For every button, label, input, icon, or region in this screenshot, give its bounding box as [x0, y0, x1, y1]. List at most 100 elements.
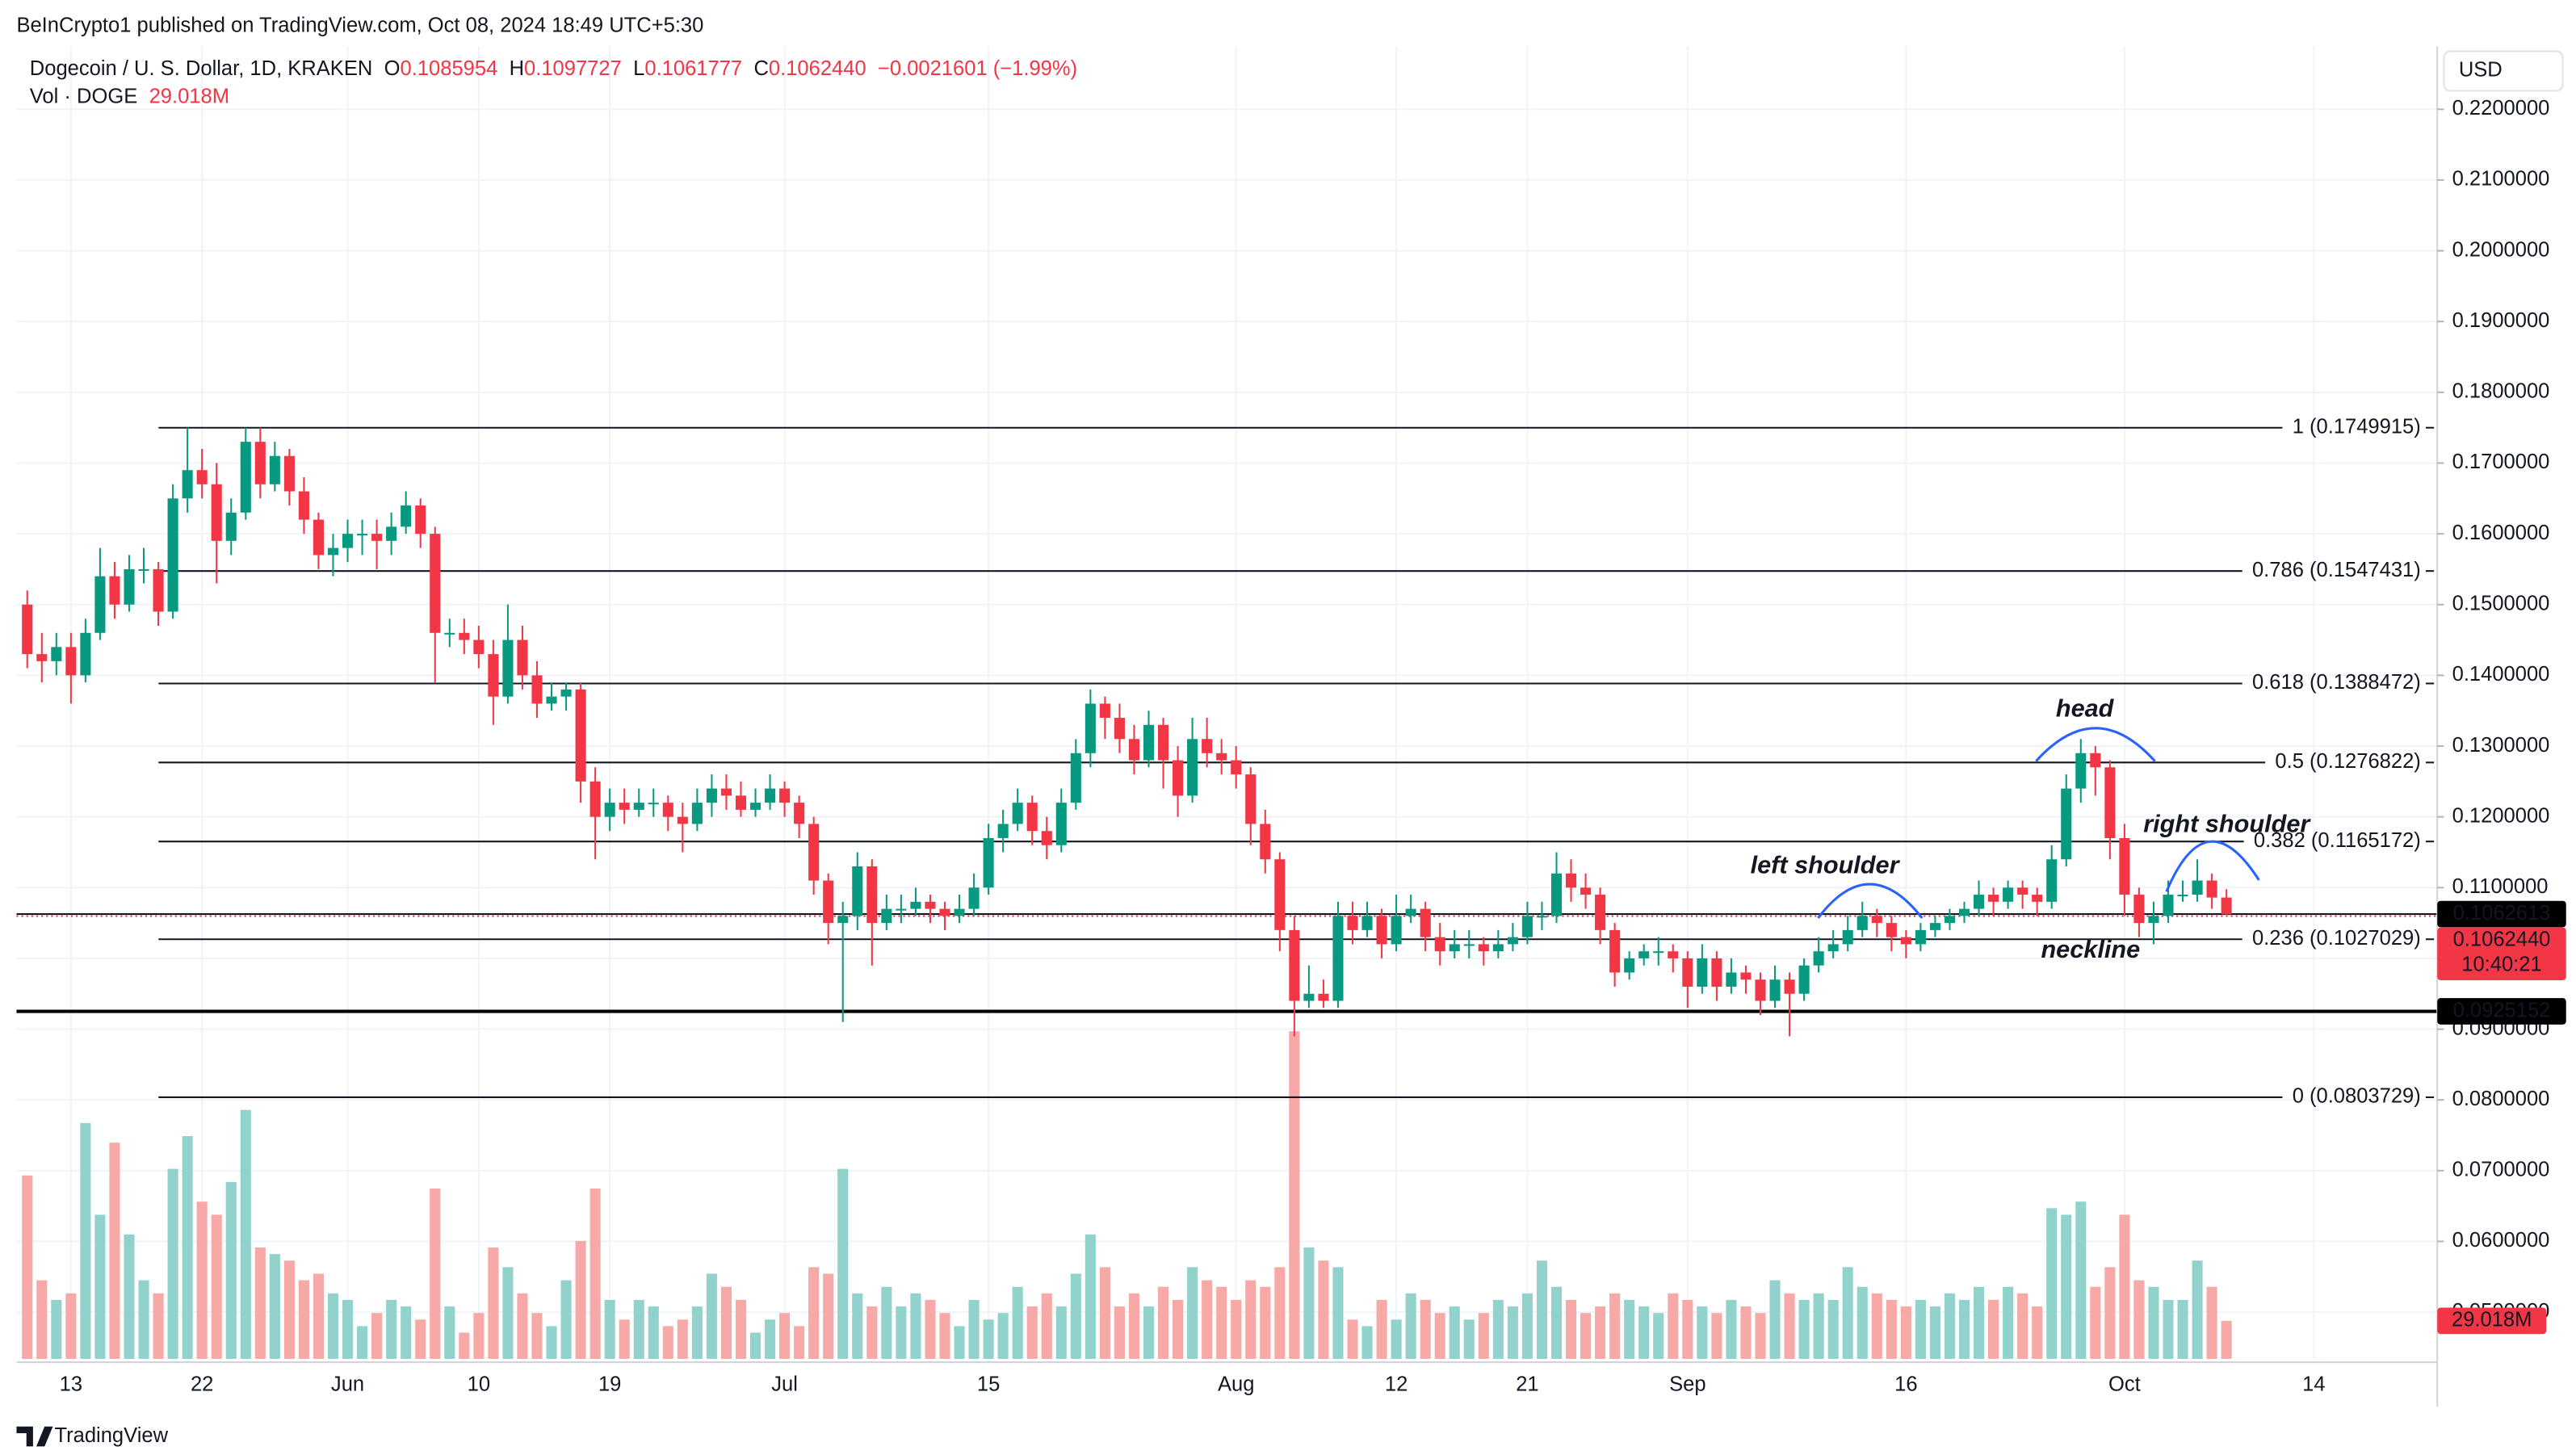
candle-body: [2017, 887, 2028, 895]
candle-body: [22, 604, 33, 655]
candle-body: [1055, 803, 1067, 845]
countdown: 10:40:21: [2461, 953, 2541, 975]
volume-bar: [1827, 1299, 1839, 1359]
head-arc: [2035, 727, 2156, 762]
candle-body: [1697, 958, 1708, 987]
candle-body: [1274, 859, 1286, 930]
candle-body: [1668, 951, 1679, 958]
price-tag-label: 0.1062613: [2453, 902, 2551, 925]
x-tick-label: Oct: [2108, 1373, 2141, 1395]
fib-label: 0.236 (0.1027029): [2252, 927, 2421, 950]
x-tick-label: 16: [1894, 1373, 1917, 1395]
volume-bar: [517, 1293, 528, 1359]
volume-bar: [357, 1326, 368, 1359]
volume-bar: [124, 1234, 135, 1359]
volume-bar: [1492, 1299, 1504, 1359]
volume-bar: [1157, 1286, 1169, 1359]
candle-body: [1449, 944, 1460, 952]
candle-body: [415, 505, 426, 535]
lines-layer: 1 (0.1749915) 0.786 (0.1547431) 0.618 (0.1…: [16, 415, 2438, 1108]
volume-value: 29.018M: [149, 85, 229, 107]
x-tick-label: 22: [191, 1373, 213, 1395]
symbol: Dogecoin / U. S. Dollar, 1D, KRAKEN: [30, 57, 373, 80]
volume-bar: [1653, 1313, 1664, 1359]
volume-bar: [1070, 1273, 1081, 1359]
candles-layer: [22, 427, 2232, 1037]
volume-bar: [823, 1273, 834, 1359]
candle-body: [2061, 788, 2072, 860]
candle-body: [589, 781, 601, 817]
volume-bar: [1085, 1234, 1096, 1359]
volume-bar: [983, 1319, 994, 1359]
y-tick-label: 0.2200000: [2452, 97, 2550, 120]
x-tick-label: 12: [1385, 1373, 1408, 1395]
candle-body: [80, 632, 91, 676]
volume-bar: [1026, 1306, 1038, 1359]
volume-bar: [1784, 1293, 1795, 1359]
currency-button[interactable]: [2443, 50, 2564, 92]
candle-body: [459, 632, 470, 640]
candle-body: [225, 512, 237, 541]
annotation: head: [2056, 694, 2115, 722]
candle-body: [1856, 916, 1868, 930]
volume-bar: [881, 1286, 892, 1359]
volume-bar: [269, 1254, 280, 1359]
volume-bar: [1521, 1293, 1533, 1359]
y-tick-label: 0.0800000: [2452, 1088, 2550, 1110]
volume-layer: [22, 1031, 2232, 1359]
volume-bar: [182, 1136, 193, 1359]
last-price-label: 0.1062440: [2453, 929, 2551, 951]
volume-bar: [910, 1293, 921, 1359]
candle-body: [968, 887, 980, 909]
volume-bar: [1041, 1293, 1052, 1359]
candle-body: [604, 803, 615, 817]
volume-bar: [2119, 1214, 2130, 1359]
candle-body: [444, 632, 455, 635]
candle-body: [2192, 880, 2203, 895]
candle-body: [1507, 937, 1518, 945]
volume-bar: [371, 1313, 383, 1359]
candle-body: [1624, 958, 1635, 973]
candle-body: [1492, 944, 1504, 952]
volume-bar: [1638, 1306, 1650, 1359]
candle-body: [2221, 897, 2232, 915]
y-tick-label: 0.2000000: [2452, 238, 2550, 261]
volume-bar: [138, 1280, 149, 1359]
volume-bar: [1507, 1306, 1518, 1359]
candle-body: [1361, 916, 1373, 930]
y-tick-label: 0.1200000: [2452, 804, 2550, 827]
volume-bar: [1769, 1280, 1781, 1359]
volume-bar: [691, 1306, 703, 1359]
volume-bar: [313, 1273, 324, 1359]
volume-bar: [2163, 1299, 2174, 1359]
candle-body: [430, 534, 441, 633]
candle-body: [1099, 703, 1110, 718]
x-tick-label: 13: [60, 1373, 82, 1395]
volume-bar: [1944, 1293, 1956, 1359]
candle-body: [1434, 937, 1445, 952]
volume-bar: [240, 1109, 251, 1359]
candle-body: [1886, 923, 1897, 937]
volume-bar: [109, 1143, 120, 1359]
c: C: [753, 57, 768, 80]
volume-bar: [575, 1240, 586, 1359]
candle-body: [2003, 887, 2014, 902]
volume-bar: [1565, 1299, 1577, 1359]
candle-body: [1143, 724, 1155, 761]
volume-bar: [2046, 1208, 2058, 1359]
candle-body: [2148, 916, 2159, 924]
volume-bar: [968, 1299, 980, 1359]
volume-bar: [1260, 1286, 1271, 1359]
h-value: 0.1097727: [524, 57, 622, 80]
volume-bar: [1711, 1313, 1722, 1359]
volume-bar: [1434, 1313, 1445, 1359]
volume-bar: [735, 1299, 747, 1359]
y-tick-label: 0.1400000: [2452, 663, 2550, 686]
y-tick-label: 0.1900000: [2452, 309, 2550, 332]
candle-body: [749, 803, 761, 810]
y-tick-label: 0.1600000: [2452, 522, 2550, 544]
fib-label: 0.618 (0.1388472): [2252, 671, 2421, 694]
volume-bar: [1173, 1299, 1184, 1359]
published: BeInCrypto1 published on TradingView.com…: [16, 14, 703, 36]
